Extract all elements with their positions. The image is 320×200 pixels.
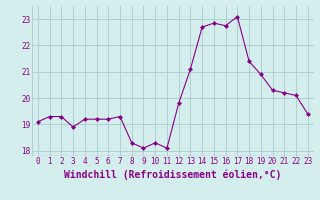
X-axis label: Windchill (Refroidissement éolien,°C): Windchill (Refroidissement éolien,°C): [64, 169, 282, 180]
